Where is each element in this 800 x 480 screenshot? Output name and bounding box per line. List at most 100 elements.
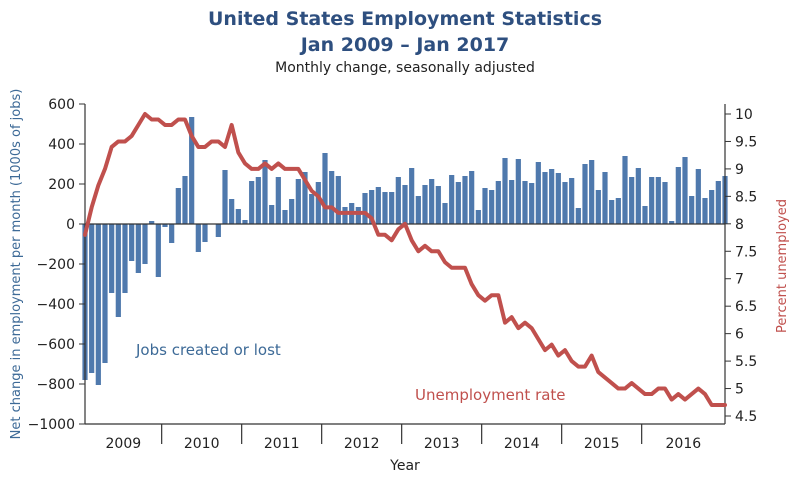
y-right-tick-label-10: 5: [735, 382, 744, 398]
bar-77: [595, 190, 601, 224]
bar-45: [382, 192, 388, 224]
y-left-tick-label-0: 600: [48, 97, 75, 113]
bar-27: [262, 160, 268, 224]
bar-90: [682, 157, 688, 224]
bar-29: [275, 177, 281, 224]
bar-83: [635, 168, 641, 224]
bar-9: [142, 224, 148, 264]
bar-43: [369, 190, 375, 224]
bar-72: [562, 182, 568, 224]
year-label-2014: 2014: [504, 436, 540, 452]
bar-48: [402, 185, 408, 224]
bar-81: [622, 156, 628, 224]
bar-15: [182, 176, 188, 224]
x-axis-label: Year: [389, 458, 420, 474]
bar-25: [249, 181, 255, 224]
bar-41: [355, 207, 361, 224]
y-right-tick-label-2: 9: [735, 162, 744, 178]
year-label-2009: 2009: [106, 436, 142, 452]
bar-67: [529, 183, 535, 224]
year-label-2010: 2010: [184, 436, 220, 452]
bar-13: [169, 224, 175, 243]
year-label-2015: 2015: [584, 436, 620, 452]
y-left-tick-label-7: −800: [37, 377, 75, 393]
bar-95: [715, 181, 721, 224]
bar-62: [495, 181, 501, 224]
bar-51: [422, 185, 428, 224]
bar-36: [322, 153, 328, 224]
bar-60: [482, 188, 488, 224]
bar-49: [409, 168, 415, 224]
chart-subtitle: Monthly change, seasonally adjusted: [275, 60, 535, 76]
bar-61: [489, 190, 495, 224]
bar-2: [95, 224, 101, 385]
bar-89: [675, 167, 681, 224]
bar-23: [235, 209, 241, 224]
bar-86: [655, 177, 661, 224]
bar-63: [502, 158, 508, 224]
bar-26: [255, 177, 261, 224]
bar-4: [109, 224, 115, 293]
chart-title: United States Employment Statistics: [208, 8, 602, 30]
bar-10: [149, 221, 155, 224]
bar-18: [202, 224, 208, 242]
bar-91: [689, 196, 695, 224]
y-right-tick-label-6: 7: [735, 272, 744, 288]
bar-21: [222, 170, 228, 224]
bar-16: [189, 117, 195, 224]
bar-52: [429, 179, 435, 224]
bar-44: [375, 187, 381, 224]
y-left-tick-label-5: −400: [37, 297, 75, 313]
bar-57: [462, 176, 468, 224]
bar-76: [589, 160, 595, 224]
bar-87: [662, 182, 668, 224]
bar-14: [175, 188, 181, 224]
line-layer: [83, 112, 727, 408]
bar-54: [442, 203, 448, 224]
annotation-unemployment: Unemployment rate: [415, 386, 566, 404]
bar-53: [435, 186, 441, 224]
y-left-tick-label-8: −1000: [28, 417, 75, 433]
annotation-jobs: Jobs created or lost: [135, 341, 281, 359]
y-left-tick-label-1: 400: [48, 137, 75, 153]
y-right-tick-label-3: 8.5: [735, 189, 757, 205]
bar-79: [609, 200, 615, 224]
bar-8: [135, 224, 141, 273]
bar-24: [242, 220, 248, 224]
bar-47: [395, 177, 401, 224]
y-right-tick-label-4: 8: [735, 217, 744, 233]
bar-58: [469, 171, 475, 224]
bar-30: [282, 210, 288, 224]
unemployment-rate-line: [83, 112, 727, 408]
bar-69: [542, 172, 548, 224]
y-axis-left-label: Net change in employment per month (1000…: [9, 89, 24, 440]
bar-64: [509, 180, 515, 224]
bar-11: [155, 224, 161, 277]
bar-6: [122, 224, 128, 293]
bar-74: [575, 208, 581, 224]
bar-28: [269, 205, 275, 224]
year-label-2016: 2016: [666, 436, 702, 452]
y-right-tick-label-5: 7.5: [735, 244, 757, 260]
bar-80: [615, 198, 621, 224]
bar-42: [362, 193, 368, 224]
bar-92: [695, 169, 701, 224]
bar-1: [89, 224, 95, 373]
bar-37: [329, 171, 335, 224]
year-label-2011: 2011: [264, 436, 300, 452]
bar-31: [289, 199, 295, 224]
bar-32: [295, 179, 301, 224]
bar-12: [162, 224, 168, 227]
bar-88: [669, 221, 675, 224]
y-axis-right-label: Percent unemployed: [775, 199, 790, 333]
bar-73: [569, 178, 575, 224]
chart-title-daterange: Jan 2009 – Jan 2017: [299, 34, 510, 56]
y-left-tick-label-2: 200: [48, 177, 75, 193]
year-label-2012: 2012: [344, 436, 380, 452]
bar-17: [195, 224, 201, 252]
bar-35: [315, 182, 321, 224]
bar-7: [129, 224, 135, 261]
bar-3: [102, 224, 108, 363]
